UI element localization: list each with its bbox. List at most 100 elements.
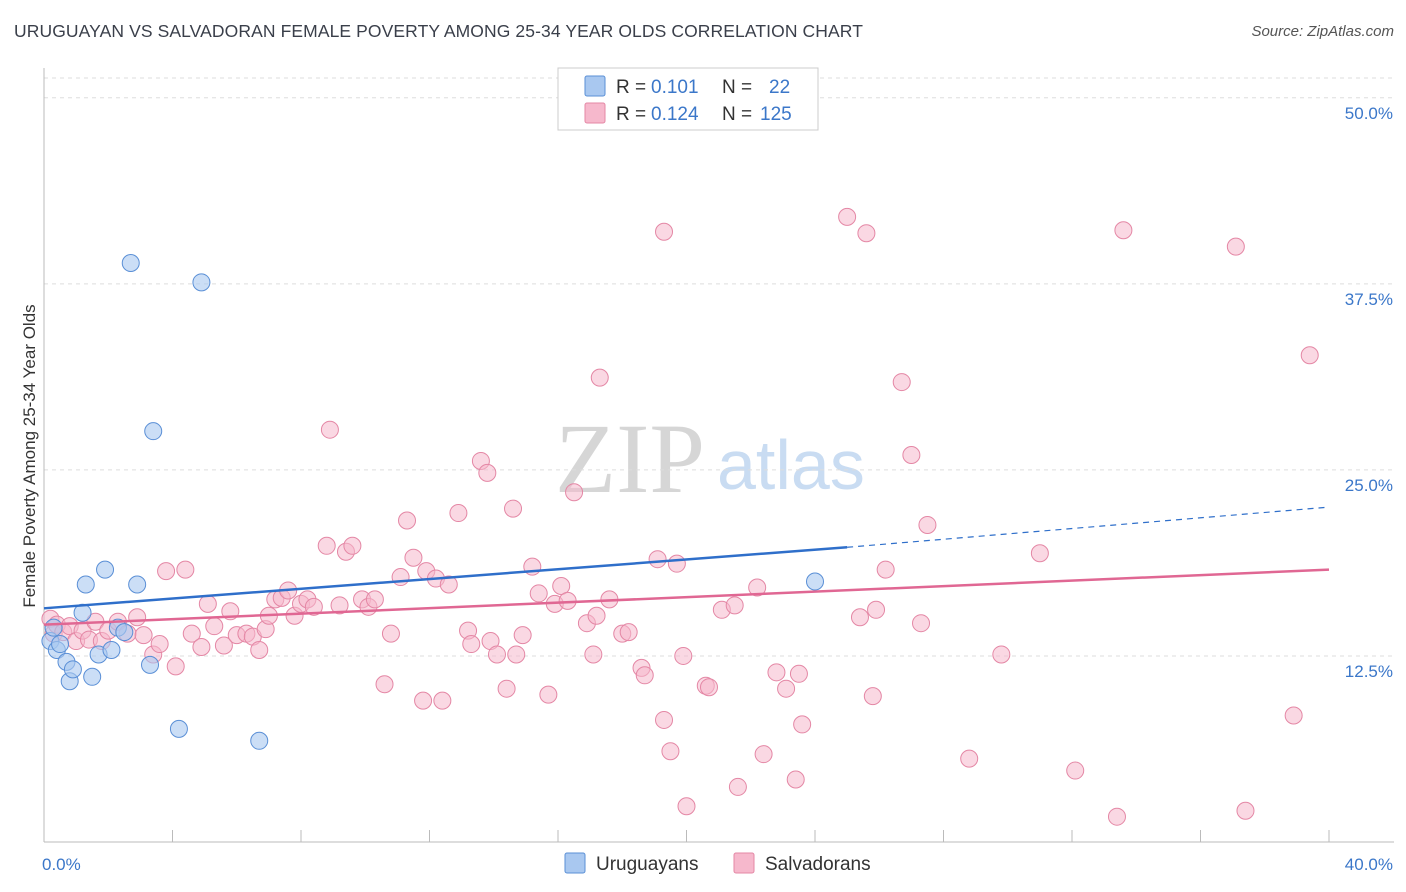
salvadoran-point bbox=[150, 635, 169, 654]
salvadoran-point bbox=[587, 606, 606, 625]
salvadoran-point bbox=[918, 515, 937, 534]
uruguayan-point bbox=[102, 640, 121, 659]
salvadoran-point bbox=[786, 770, 805, 789]
bottom-legend-swatch-salvadorans bbox=[733, 852, 755, 874]
salvadoran-point bbox=[793, 715, 812, 734]
salvadoran-trend-line bbox=[43, 568, 1330, 626]
salvadoran-point bbox=[789, 664, 808, 683]
grid-lines bbox=[44, 77, 1394, 657]
salvadoran-point bbox=[677, 797, 696, 816]
bottom-legend-salvadorans: Salvadorans bbox=[765, 854, 871, 875]
salvadoran-point bbox=[838, 207, 857, 226]
salvadoran-point bbox=[661, 742, 680, 761]
y-tick-label: 25.0% bbox=[1345, 476, 1393, 495]
salvadoran-point bbox=[863, 687, 882, 706]
x-tick-label: 0.0% bbox=[42, 855, 81, 874]
salvadoran-point bbox=[304, 597, 323, 616]
salvadoran-point bbox=[134, 626, 153, 645]
y-axis-tick-labels: 12.5% 25.0% 37.5% 50.0% bbox=[1345, 104, 1393, 681]
salvadoran-point bbox=[529, 584, 548, 603]
legend-bottom: Uruguayans Salvadorans bbox=[564, 852, 871, 875]
salvadoran-point bbox=[648, 550, 667, 569]
y-tick-label: 37.5% bbox=[1345, 290, 1393, 309]
salvadoran-points bbox=[41, 207, 1319, 826]
uruguayan-point bbox=[144, 422, 163, 441]
salvadoran-point bbox=[128, 608, 147, 627]
salvadoran-point bbox=[398, 511, 417, 530]
legend-n-value-1: 22 bbox=[769, 77, 790, 98]
salvadoran-point bbox=[655, 222, 674, 241]
bottom-legend-uruguayans: Uruguayans bbox=[596, 854, 698, 875]
salvadoran-point bbox=[876, 560, 895, 579]
salvadoran-point bbox=[513, 626, 532, 645]
uruguayan-point bbox=[806, 572, 824, 591]
uruguayan-point bbox=[121, 253, 140, 272]
y-axis-label: Female Poverty Among 25-34 Year Olds bbox=[20, 304, 39, 607]
salvadoran-point bbox=[381, 624, 400, 643]
uruguayan-point bbox=[44, 618, 63, 637]
salvadoran-point bbox=[504, 499, 523, 518]
salvadoran-point bbox=[1284, 706, 1303, 725]
trend-lines bbox=[43, 506, 1330, 626]
uruguayan-point bbox=[128, 575, 147, 594]
uruguayan-points bbox=[41, 253, 824, 750]
uruguayan-point bbox=[51, 635, 70, 654]
salvadoran-point bbox=[182, 624, 201, 643]
salvadoran-point bbox=[584, 645, 603, 664]
salvadoran-point bbox=[1226, 237, 1245, 256]
salvadoran-point bbox=[850, 608, 869, 627]
salvadoran-point bbox=[565, 483, 584, 502]
salvadoran-point bbox=[1107, 807, 1126, 826]
salvadoran-point bbox=[205, 617, 224, 636]
legend-r-label-2: R = bbox=[616, 104, 646, 125]
salvadoran-point bbox=[462, 635, 481, 654]
uruguayan-point bbox=[115, 623, 134, 642]
legend-top: R = 0.101 N = 22 R = 0.124 N = 125 bbox=[557, 67, 819, 131]
salvadoran-point bbox=[507, 645, 526, 664]
salvadoran-point bbox=[449, 504, 468, 523]
salvadoran-point bbox=[725, 596, 744, 615]
salvadoran-point bbox=[176, 560, 195, 579]
salvadoran-point bbox=[857, 224, 876, 243]
salvadoran-point bbox=[1236, 801, 1255, 820]
salvadoran-point bbox=[1300, 346, 1319, 365]
salvadoran-point bbox=[343, 536, 362, 555]
uruguayan-point bbox=[63, 660, 82, 679]
salvadoran-point bbox=[250, 640, 269, 659]
legend-r-value-1: 0.101 bbox=[651, 77, 699, 98]
salvadoran-point bbox=[375, 675, 394, 694]
uruguayan-point bbox=[83, 667, 102, 686]
salvadoran-point bbox=[1030, 544, 1049, 563]
salvadoran-point bbox=[487, 645, 506, 664]
uruguayan-point bbox=[192, 273, 211, 292]
salvadoran-point bbox=[635, 666, 654, 685]
legend-n-label-2: N = bbox=[722, 104, 752, 125]
legend-swatch-uruguayans bbox=[584, 75, 606, 97]
uruguayan-trend-extension bbox=[847, 506, 1330, 548]
salvadoran-point bbox=[699, 678, 718, 697]
salvadoran-point bbox=[391, 568, 410, 587]
x-axis-tick-labels: 0.0% 40.0% bbox=[42, 855, 1393, 874]
x-tick-label: 40.0% bbox=[1345, 855, 1393, 874]
salvadoran-point bbox=[754, 745, 773, 764]
legend-r-value-2: 0.124 bbox=[651, 104, 699, 125]
salvadoran-point bbox=[1114, 221, 1133, 240]
y-tick-label: 12.5% bbox=[1345, 662, 1393, 681]
salvadoran-point bbox=[674, 646, 693, 665]
uruguayan-point bbox=[169, 719, 188, 738]
salvadoran-point bbox=[320, 420, 339, 439]
salvadoran-point bbox=[619, 623, 638, 642]
uruguayan-point bbox=[76, 575, 95, 594]
uruguayan-trend-line bbox=[43, 546, 848, 610]
salvadoran-point bbox=[728, 777, 747, 796]
salvadoran-point bbox=[439, 575, 458, 594]
source-credit: Source: ZipAtlas.com bbox=[1251, 23, 1394, 40]
salvadoran-point bbox=[748, 578, 767, 597]
salvadoran-point bbox=[433, 691, 452, 710]
x-axis-ticks bbox=[172, 830, 1330, 842]
salvadoran-point bbox=[166, 657, 185, 676]
salvadoran-point bbox=[497, 679, 516, 698]
chart-title: URUGUAYAN VS SALVADORAN FEMALE POVERTY A… bbox=[14, 21, 863, 41]
legend-n-value-2: 125 bbox=[760, 104, 792, 125]
uruguayan-point bbox=[250, 731, 269, 750]
